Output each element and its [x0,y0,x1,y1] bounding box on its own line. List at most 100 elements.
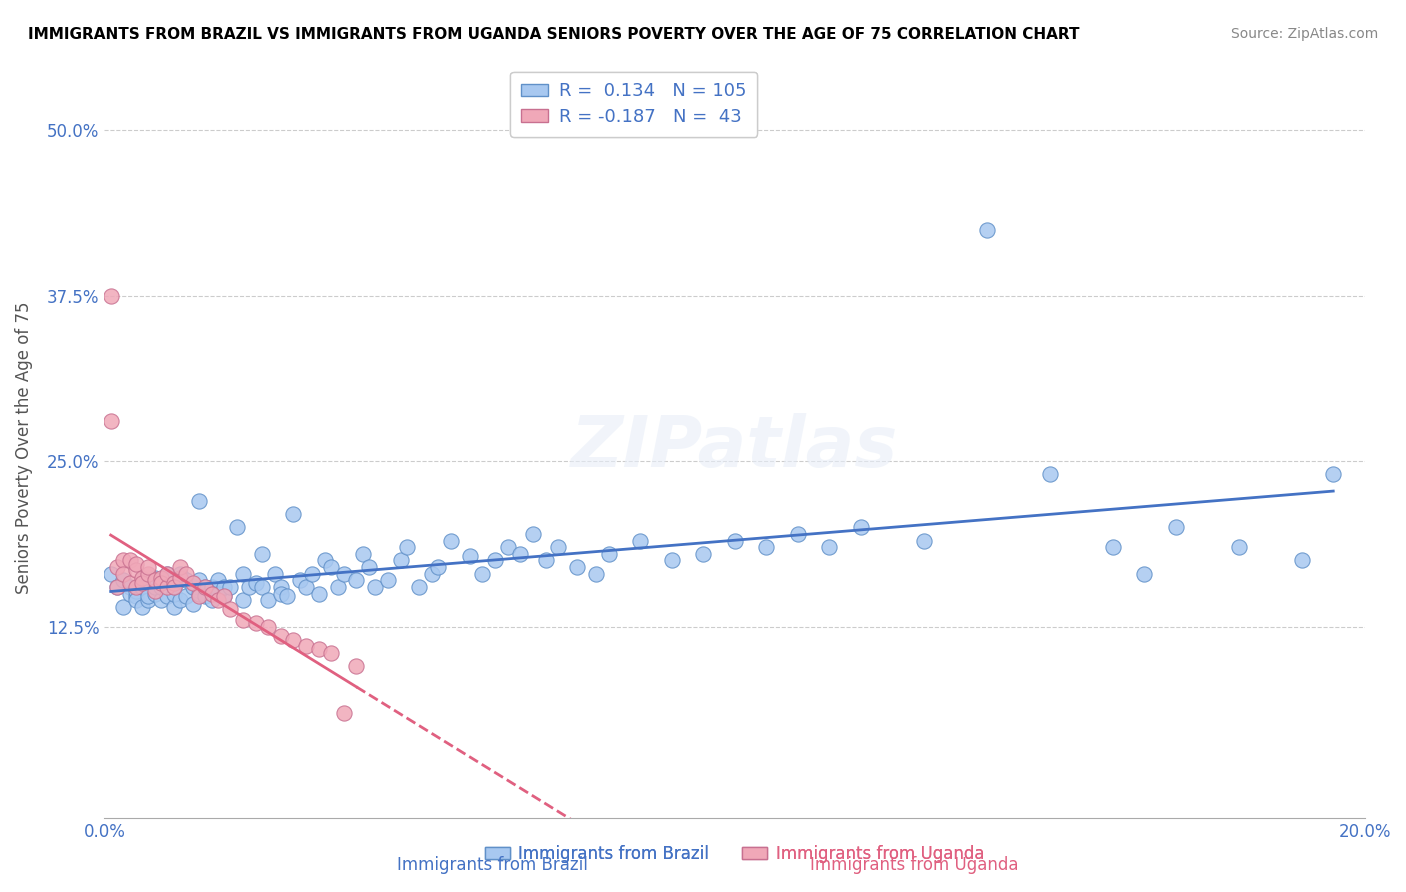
Point [100,566,122,581]
Point [212,589,235,603]
Point [163,580,186,594]
Point [257,619,280,633]
Point [357,560,380,574]
Point [598,547,620,561]
Point [187,494,209,508]
Point [1101,540,1123,554]
Point [661,553,683,567]
Point [207,586,229,600]
Point [250,547,273,561]
Point [200,586,222,600]
Point [395,540,418,554]
Point [509,547,531,561]
Point [295,580,318,594]
Point [1133,566,1156,581]
Point [219,580,242,594]
Point [333,566,356,581]
Point [143,583,166,598]
Point [194,580,217,594]
Text: Immigrants from Brazil: Immigrants from Brazil [396,856,588,874]
Point [295,640,318,654]
Point [314,553,336,567]
Point [150,575,173,590]
Point [321,560,343,574]
Point [156,589,179,603]
Point [150,593,173,607]
Point [118,586,141,600]
Point [326,580,349,594]
Point [181,597,204,611]
Text: Source: ZipAtlas.com: Source: ZipAtlas.com [1230,27,1378,41]
Point [131,580,153,594]
Point [628,533,651,548]
Point [232,566,254,581]
Point [105,560,128,574]
Y-axis label: Seniors Poverty Over the Age of 75: Seniors Poverty Over the Age of 75 [15,301,32,594]
Point [131,571,153,585]
Point [125,563,148,577]
Point [143,571,166,585]
Point [125,583,148,598]
Point [270,580,292,594]
Point [194,589,217,603]
Point [100,289,122,303]
Point [250,580,273,594]
Point [207,574,229,588]
Point [163,580,186,594]
Point [176,566,198,581]
Point [207,593,229,607]
Point [131,574,153,588]
Point [156,566,179,581]
Point [245,575,267,590]
Text: Immigrants from Uganda: Immigrants from Uganda [810,856,1018,874]
Point [522,527,544,541]
Point [263,566,285,581]
Point [138,593,160,607]
Point [270,586,292,600]
Point [257,593,280,607]
Point [138,560,160,574]
Point [112,553,135,567]
Point [283,507,305,521]
Point [131,575,153,590]
Point [377,574,399,588]
Point [118,580,141,594]
Point [471,566,494,581]
Point [301,566,323,581]
Point [169,566,191,581]
Point [786,527,808,541]
Point [105,580,128,594]
Point [565,560,588,574]
Point [547,540,569,554]
Point [156,580,179,594]
Point [238,580,260,594]
Point [333,706,356,720]
Legend: R =  0.134   N = 105, R = -0.187   N =  43: R = 0.134 N = 105, R = -0.187 N = 43 [510,71,758,136]
Point [692,547,714,561]
Point [270,629,292,643]
Point [100,415,122,429]
Point [200,593,222,607]
Point [585,566,607,581]
Point [138,566,160,581]
Point [138,589,160,603]
Point [225,520,247,534]
Point [849,520,872,534]
Point [408,580,430,594]
Point [1322,467,1344,482]
Point [276,589,298,603]
Point [125,593,148,607]
Point [187,586,209,600]
Point [364,580,387,594]
Point [143,574,166,588]
Point [496,540,519,554]
Point [112,566,135,581]
Point [245,615,267,630]
Point [1039,467,1062,482]
Point [176,589,198,603]
Point [912,533,935,548]
Point [1227,540,1250,554]
Point [420,566,443,581]
Point [169,571,191,585]
Point [283,632,305,647]
